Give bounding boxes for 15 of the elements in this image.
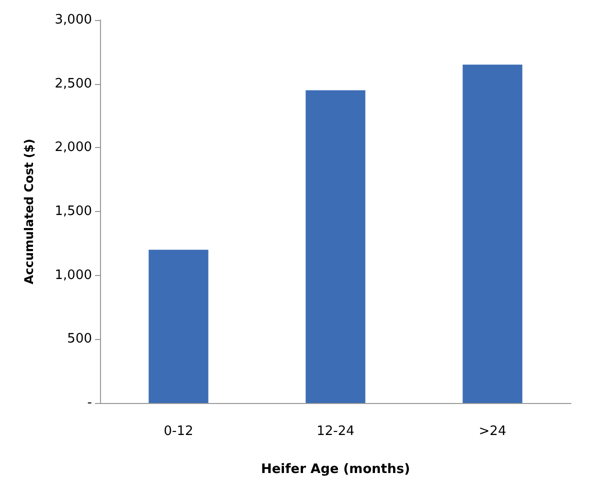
y-tick-label: 1,000 — [54, 268, 92, 283]
x-tick-label: 12-24 — [316, 424, 354, 439]
x-tick-label: >24 — [478, 424, 506, 439]
y-tick-label: 3,000 — [54, 12, 92, 28]
bar — [306, 90, 366, 403]
y-tick-label: 2,000 — [54, 140, 92, 156]
y-tick-label: 1,500 — [54, 204, 92, 219]
x-tick-label: 0-12 — [164, 424, 194, 439]
x-axis-title: Heifer Age (months) — [260, 462, 410, 477]
bar — [148, 250, 208, 403]
bar — [462, 64, 522, 403]
y-tick-label: - — [87, 396, 92, 410]
y-tick-label: 500 — [67, 332, 92, 347]
y-axis-title: Accumulated Cost ($) — [22, 138, 36, 284]
y-tick-label: 2,500 — [54, 76, 92, 92]
